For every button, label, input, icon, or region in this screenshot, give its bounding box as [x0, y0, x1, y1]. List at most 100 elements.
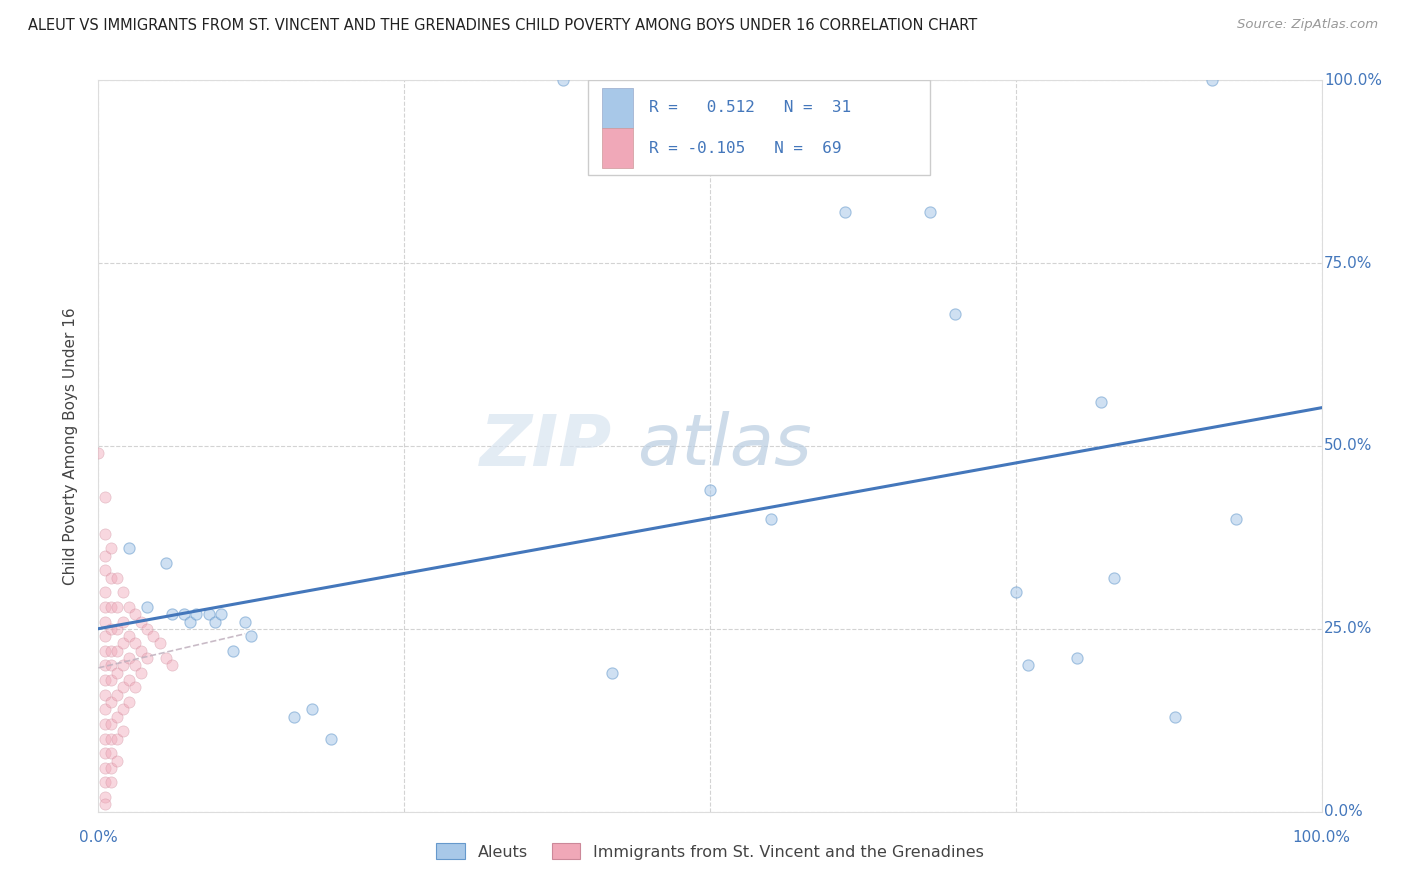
Text: 25.0%: 25.0% [1324, 622, 1372, 636]
Text: 100.0%: 100.0% [1292, 830, 1351, 845]
Point [118, 629, 141, 643]
Point [1201, 73, 1223, 87]
Point [100, 658, 122, 673]
FancyBboxPatch shape [588, 80, 931, 176]
Point [943, 307, 966, 321]
Point [93, 599, 115, 614]
Point [124, 607, 146, 622]
Point [93, 629, 115, 643]
Point [124, 636, 146, 650]
Point [105, 622, 128, 636]
Point [93, 688, 115, 702]
Point [600, 665, 623, 680]
FancyBboxPatch shape [602, 128, 633, 168]
Text: R = -0.105   N =  69: R = -0.105 N = 69 [648, 141, 841, 156]
Text: Source: ZipAtlas.com: Source: ZipAtlas.com [1237, 18, 1378, 31]
Point [283, 709, 305, 723]
Legend: Aleuts, Immigrants from St. Vincent and the Grenadines: Aleuts, Immigrants from St. Vincent and … [430, 837, 990, 866]
Point [699, 483, 721, 497]
Point [105, 571, 128, 585]
Text: ALEUT VS IMMIGRANTS FROM ST. VINCENT AND THE GRENADINES CHILD POVERTY AMONG BOYS: ALEUT VS IMMIGRANTS FROM ST. VINCENT AND… [28, 18, 977, 33]
Y-axis label: Child Poverty Among Boys Under 16: Child Poverty Among Boys Under 16 [63, 307, 77, 585]
Point [124, 681, 146, 695]
Text: 100.0%: 100.0% [1324, 73, 1382, 87]
Point [1066, 651, 1088, 665]
Point [1102, 571, 1125, 585]
Text: atlas: atlas [637, 411, 811, 481]
Point [93, 658, 115, 673]
Point [100, 599, 122, 614]
Point [129, 665, 152, 680]
Point [1090, 395, 1112, 409]
Point [197, 607, 219, 622]
Text: 0.0%: 0.0% [79, 830, 118, 845]
Point [100, 717, 122, 731]
Point [100, 571, 122, 585]
Point [93, 717, 115, 731]
Text: 75.0%: 75.0% [1324, 256, 1372, 270]
Point [129, 644, 152, 658]
Text: 50.0%: 50.0% [1324, 439, 1372, 453]
Point [111, 585, 134, 599]
Text: R =   0.512   N =  31: R = 0.512 N = 31 [648, 100, 851, 115]
Point [100, 775, 122, 789]
Point [100, 622, 122, 636]
Point [209, 607, 232, 622]
Point [160, 658, 183, 673]
Point [222, 644, 245, 658]
Point [100, 695, 122, 709]
Point [111, 681, 134, 695]
Point [105, 644, 128, 658]
Point [93, 790, 115, 805]
Point [761, 512, 783, 526]
Point [136, 622, 159, 636]
Point [1164, 709, 1187, 723]
FancyBboxPatch shape [602, 87, 633, 128]
Point [204, 615, 226, 629]
Point [100, 673, 122, 687]
Point [118, 695, 141, 709]
Point [173, 607, 195, 622]
Text: ZIP: ZIP [479, 411, 612, 481]
Point [93, 746, 115, 760]
Point [136, 599, 159, 614]
Point [93, 549, 115, 563]
Point [100, 644, 122, 658]
Point [105, 754, 128, 768]
Point [105, 665, 128, 680]
Point [155, 651, 177, 665]
Point [93, 797, 115, 812]
Point [142, 629, 165, 643]
Point [111, 702, 134, 716]
Point [105, 731, 128, 746]
Point [160, 607, 183, 622]
Point [240, 629, 263, 643]
Point [100, 746, 122, 760]
Point [93, 563, 115, 577]
Point [105, 709, 128, 723]
Point [93, 490, 115, 504]
Point [105, 599, 128, 614]
Point [149, 636, 172, 650]
Point [100, 541, 122, 556]
Point [111, 658, 134, 673]
Text: 0.0%: 0.0% [1324, 805, 1362, 819]
Point [105, 688, 128, 702]
Point [136, 651, 159, 665]
Point [93, 731, 115, 746]
Point [553, 73, 575, 87]
Point [93, 775, 115, 789]
Point [129, 615, 152, 629]
Point [93, 644, 115, 658]
Point [179, 615, 201, 629]
Point [233, 615, 256, 629]
Point [920, 205, 942, 219]
Point [118, 541, 141, 556]
Point [111, 636, 134, 650]
Point [111, 724, 134, 739]
Point [93, 761, 115, 775]
Point [93, 702, 115, 716]
Point [301, 702, 323, 716]
Point [1225, 512, 1247, 526]
Point [1004, 585, 1026, 599]
